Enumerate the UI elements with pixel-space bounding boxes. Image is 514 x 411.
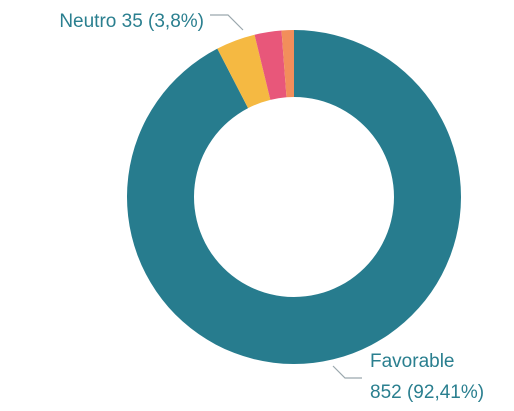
category-label: Neutro — [59, 11, 116, 32]
value-label: 35 (3,8%) — [122, 11, 204, 32]
slice — [281, 30, 294, 98]
category-label: Favorable — [370, 351, 455, 372]
slice — [127, 30, 462, 364]
value-label: 852 (92,41%) — [370, 382, 484, 403]
leader-line — [210, 14, 244, 31]
slice — [254, 30, 287, 100]
slices — [127, 30, 462, 364]
leader-line — [332, 365, 362, 379]
slice — [217, 34, 271, 109]
slice-label: Neutro 35 (3,8%) — [59, 11, 204, 32]
